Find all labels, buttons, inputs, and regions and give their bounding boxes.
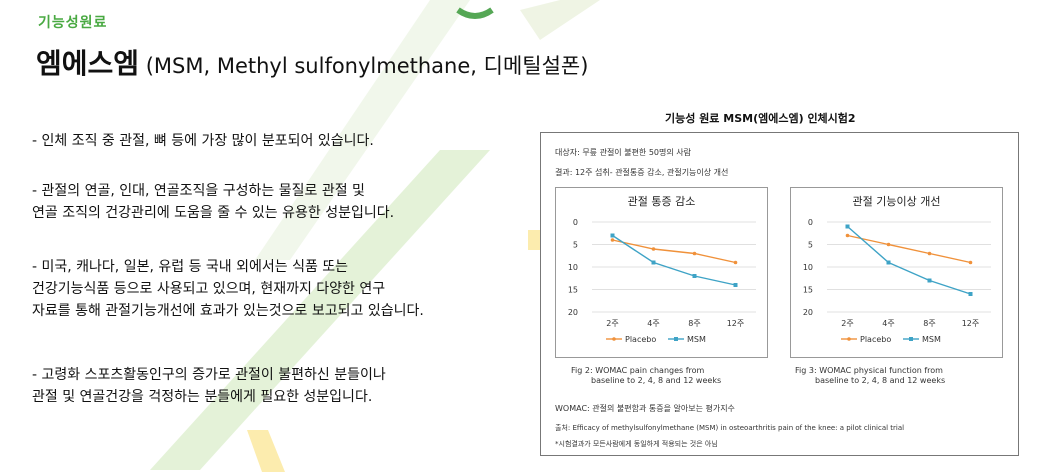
bullet-item: - 고령화 스포츠활동인구의 증가로 관절이 불편하신 분들이나 관절 및 연골… xyxy=(32,364,386,408)
series-line-msm xyxy=(612,234,736,286)
subject-text: 대상자: 무릎 관절이 불편한 50명의 사람 xyxy=(555,148,691,157)
disclaimer-text: *시험결과가 모든사람에게 동일하게 적용되는 것은 아님 xyxy=(555,440,718,448)
caption-right-line-2: baseline to 2, 4, 8 and 12 weeks xyxy=(815,376,946,385)
chart-function-svg: 관절 기능이상 개선 0 5 10 15 20 2주 4주 8주 12주 Placebo MSM xyxy=(803,195,991,344)
bullet-line: 자료를 통해 관절기능개선에 효과가 있는것으로 보고되고 있습니다. xyxy=(32,303,424,319)
data-point-msm xyxy=(733,283,738,287)
y-tick-label: 15 xyxy=(568,286,578,295)
y-tick-label: 0 xyxy=(808,218,813,227)
y-tick-label: 5 xyxy=(573,241,578,250)
title-subtitle: (MSM, Methyl sulfonylmethane, 디메틸설폰) xyxy=(139,54,589,78)
chart-title: 관절 통증 감소 xyxy=(628,195,696,208)
data-point-placebo xyxy=(692,251,697,256)
bullet-item: - 미국, 캐나다, 일본, 유럽 등 국내 외에서는 식품 또는 건강기능식품… xyxy=(32,256,424,322)
series-line-placebo xyxy=(612,239,736,264)
data-point-msm xyxy=(886,260,891,265)
legend-marker xyxy=(674,337,678,341)
category-label: 기능성원료 xyxy=(38,15,108,31)
y-tick-label: 5 xyxy=(808,241,813,250)
data-point-msm xyxy=(845,224,850,229)
caption-right: Fig 3: WOMAC physical function from base… xyxy=(795,366,945,386)
data-point-msm xyxy=(968,292,973,296)
figure-title: 기능성 원료 MSM(엠에스엠) 인체시험2 xyxy=(665,112,856,125)
data-point-placebo xyxy=(610,238,615,242)
caption-left-line-1: Fig 2: WOMAC pain changes from xyxy=(571,366,705,375)
legend-marker xyxy=(612,337,616,341)
bullet-line: - 고령화 스포츠활동인구의 증가로 관절이 불편하신 분들이나 xyxy=(32,367,386,383)
figure-panel: 대상자: 무릎 관절이 불편한 50명의 사람 결과: 12주 섭취- 관절통증… xyxy=(540,132,1019,456)
data-point-placebo xyxy=(845,233,850,238)
y-tick-label: 10 xyxy=(568,263,578,272)
caption-right-line-1: Fig 3: WOMAC physical function from xyxy=(795,366,943,375)
x-tick-label: 8주 xyxy=(923,319,935,328)
data-point-msm xyxy=(610,233,615,238)
caption-left: Fig 2: WOMAC pain changes from baseline … xyxy=(571,366,721,386)
legend-label: Placebo xyxy=(625,335,656,344)
legend-marker xyxy=(909,337,913,341)
data-point-msm xyxy=(927,278,932,283)
page-title: 엠에스엠 (MSM, Methyl sulfonylmethane, 디메틸설폰… xyxy=(36,42,588,82)
source-text: 출처: Efficacy of methylsulfonylmethane (M… xyxy=(555,424,905,432)
series-line-placebo xyxy=(847,234,971,264)
bullet-line: - 관절의 연골, 인대, 연골조직을 구성하는 물질로 관절 및 xyxy=(32,183,365,199)
data-point-msm xyxy=(651,260,656,265)
legend-label: MSM xyxy=(687,335,706,344)
chart-function: 관절 기능이상 개선 0 5 10 15 20 2주 4주 8주 12주 Placebo MSM xyxy=(790,187,1003,358)
data-point-placebo xyxy=(968,260,973,265)
bullet-line: - 미국, 캐나다, 일본, 유럽 등 국내 외에서는 식품 또는 xyxy=(32,259,349,275)
data-point-msm xyxy=(692,274,697,278)
data-point-placebo xyxy=(927,251,932,256)
title-korean: 엠에스엠 xyxy=(36,47,140,80)
chart-pain: 관절 통증 감소 0 5 10 15 20 2주 4주 8주 12주 Placebo MSM xyxy=(555,187,768,358)
x-tick-label: 8주 xyxy=(688,319,700,328)
bullet-line: 건강기능식품 등으로 사용되고 있으며, 현재까지 다양한 연구 xyxy=(32,281,386,297)
bullet-item: - 인체 조직 중 관절, 뼈 등에 가장 많이 분포되어 있습니다. xyxy=(32,130,374,152)
y-tick-label: 0 xyxy=(573,218,578,227)
y-tick-label: 20 xyxy=(568,308,578,317)
x-tick-label: 2주 xyxy=(841,319,853,328)
bullet-line: 관절 및 연골건강을 걱정하는 분들에게 필요한 성분입니다. xyxy=(32,389,373,405)
y-tick-label: 10 xyxy=(803,263,813,272)
bullet-line: - 인체 조직 중 관절, 뼈 등에 가장 많이 분포되어 있습니다. xyxy=(32,133,374,149)
bullet-line: 연골 조직의 건강관리에 도움을 줄 수 있는 유용한 성분입니다. xyxy=(32,205,395,221)
legend-label: MSM xyxy=(922,335,941,344)
x-tick-label: 12주 xyxy=(727,319,745,328)
x-tick-label: 4주 xyxy=(882,319,894,328)
bullet-item: - 관절의 연골, 인대, 연골조직을 구성하는 물질로 관절 및 연골 조직의… xyxy=(32,180,394,224)
data-point-placebo xyxy=(886,242,891,247)
chart-pain-svg: 관절 통증 감소 0 5 10 15 20 2주 4주 8주 12주 Placebo MSM xyxy=(568,195,756,344)
series-line-msm xyxy=(847,225,971,295)
y-tick-label: 20 xyxy=(803,308,813,317)
y-tick-label: 15 xyxy=(803,286,813,295)
chart-title: 관절 기능이상 개선 xyxy=(853,195,941,208)
legend-marker xyxy=(847,337,851,341)
data-point-placebo xyxy=(733,260,738,265)
caption-left-line-2: baseline to 2, 4, 8 and 12 weeks xyxy=(591,376,722,385)
data-point-placebo xyxy=(651,247,656,251)
x-tick-label: 12주 xyxy=(962,319,980,328)
x-tick-label: 2주 xyxy=(606,319,618,328)
result-text: 결과: 12주 섭취- 관절통증 감소, 관절기능이상 개선 xyxy=(555,168,729,177)
x-tick-label: 4주 xyxy=(647,319,659,328)
legend-label: Placebo xyxy=(860,335,891,344)
womac-note: WOMAC: 관절의 불편함과 통증을 알아보는 평가지수 xyxy=(555,404,735,413)
